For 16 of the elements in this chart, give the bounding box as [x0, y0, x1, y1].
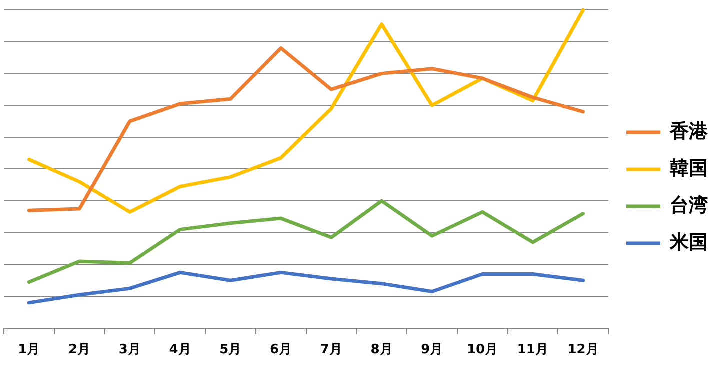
x-tick-label: 1月 [18, 342, 40, 358]
legend-label: 韓国 [670, 157, 708, 180]
x-tick-label: 12月 [568, 342, 599, 358]
x-tick-label: 10月 [467, 342, 498, 358]
x-tick-label: 5月 [220, 342, 242, 358]
x-tick-label: 2月 [68, 342, 91, 358]
x-tick-label: 11月 [517, 342, 548, 358]
x-tick-label: 7月 [320, 342, 342, 358]
x-tick-label: 9月 [421, 342, 444, 358]
x-tick-label: 6月 [270, 342, 292, 358]
legend-label: 台湾 [670, 194, 708, 216]
legend-label: 米国 [669, 231, 708, 254]
legend-label: 香港 [669, 120, 709, 142]
x-tick-label: 4月 [169, 342, 192, 358]
x-tick-label: 3月 [118, 342, 141, 358]
x-tick-label: 8月 [370, 342, 393, 358]
